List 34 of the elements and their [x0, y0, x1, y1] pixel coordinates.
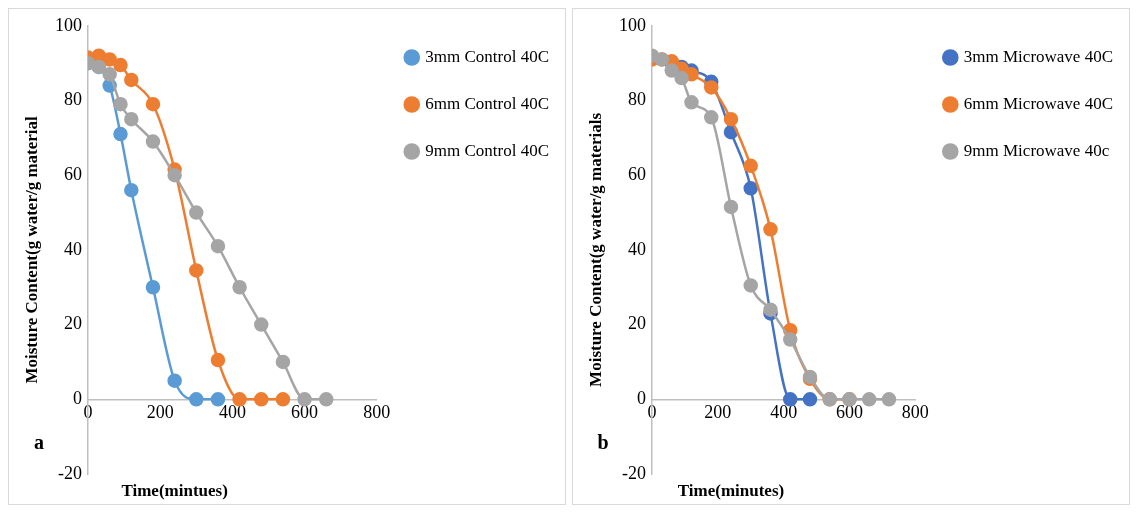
x-tick-label: 600	[835, 401, 863, 422]
x-tick-label: 200	[704, 401, 732, 422]
legend-label: 6mm Control 40C	[425, 93, 549, 113]
y-tick-label: 20	[64, 313, 82, 334]
x-tick-label: 800	[363, 401, 391, 422]
y-tick-label: 60	[64, 163, 82, 184]
y-tick-label: 0	[73, 388, 82, 409]
y-tick-label: 80	[628, 89, 646, 110]
y-tick-label: -20	[58, 462, 82, 483]
legend-label: 9mm Control 40C	[425, 140, 549, 160]
y-tick-label: 60	[628, 163, 646, 184]
y-tick-label: 40	[628, 238, 646, 259]
x-tick-label: 200	[146, 401, 174, 422]
x-tick-label: 800	[901, 401, 929, 422]
y-axis-title: Moisture Content(g water/g materials	[586, 112, 606, 387]
y-axis-title: Moisture Content(g water/g material	[22, 115, 42, 384]
y-tick-label: 80	[64, 89, 82, 110]
y-tick-label: 40	[64, 238, 82, 259]
y-tick-label: -20	[622, 462, 646, 483]
legend-label: 3mm Control 40C	[425, 46, 549, 66]
text: a	[34, 431, 44, 454]
text: b	[597, 431, 609, 454]
y-tick-label: 20	[628, 313, 646, 334]
y-tick-label: 100	[619, 14, 646, 35]
x-axis-title: Time(mintues)	[121, 481, 228, 500]
y-tick-label: 100	[55, 14, 82, 35]
x-axis-title: Time(minutes)	[677, 481, 785, 500]
x-tick-label: 400	[218, 401, 246, 422]
y-tick-label: 0	[637, 388, 646, 409]
legend-label: 9mm Microwave 40c	[963, 140, 1110, 160]
x-tick-label: 600	[291, 401, 319, 422]
legend-label: 6mm Microwave 40C	[963, 93, 1113, 113]
legend-label: 3mm Microwave 40C	[963, 46, 1113, 66]
x-tick-label: 400	[770, 401, 798, 422]
